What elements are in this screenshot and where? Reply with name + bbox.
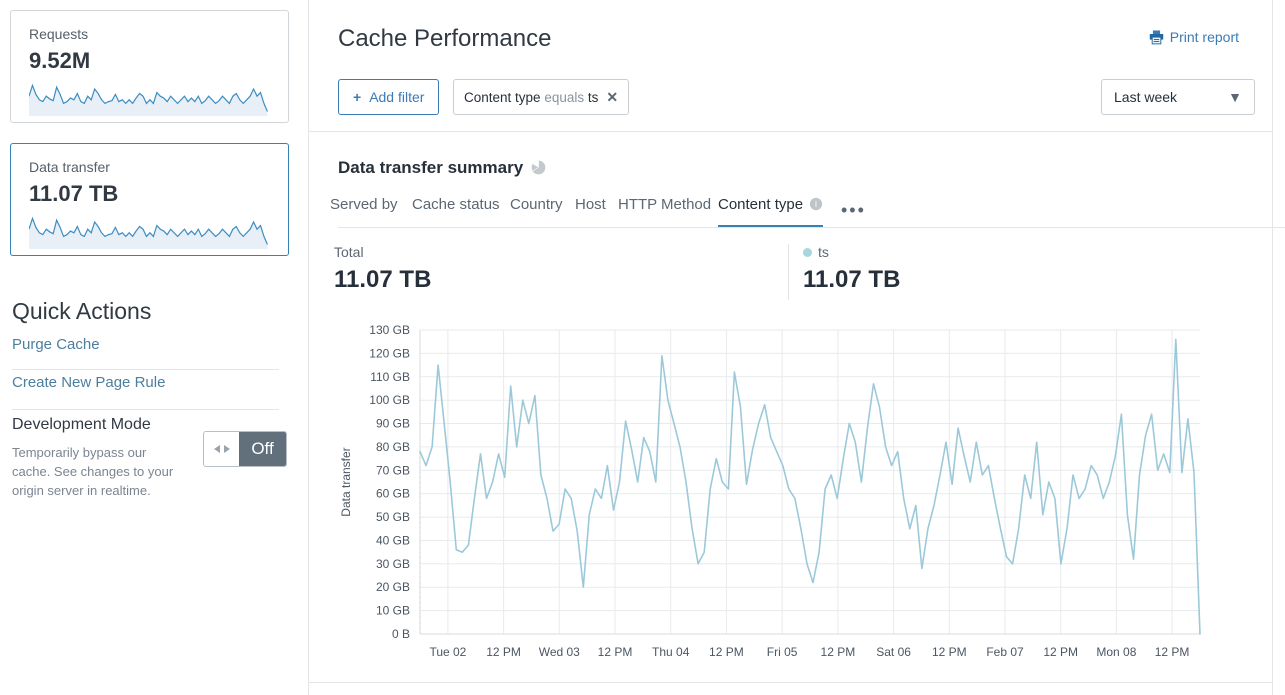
svg-text:120 GB: 120 GB — [369, 346, 410, 360]
svg-text:12 PM: 12 PM — [821, 645, 856, 658]
svg-text:100 GB: 100 GB — [369, 393, 410, 407]
svg-text:12 PM: 12 PM — [709, 645, 744, 658]
svg-text:Feb 07: Feb 07 — [986, 645, 1024, 658]
svg-text:12 PM: 12 PM — [486, 645, 521, 658]
svg-text:130 GB: 130 GB — [369, 323, 410, 337]
svg-text:Fri 05: Fri 05 — [767, 645, 798, 658]
svg-text:i: i — [815, 199, 817, 209]
svg-text:70 GB: 70 GB — [376, 463, 410, 477]
svg-text:110 GB: 110 GB — [370, 370, 410, 384]
svg-text:0 B: 0 B — [392, 627, 410, 641]
svg-text:60 GB: 60 GB — [376, 487, 410, 501]
svg-text:Mon 08: Mon 08 — [1096, 645, 1136, 658]
svg-text:80 GB: 80 GB — [376, 440, 410, 454]
svg-text:Thu 04: Thu 04 — [652, 645, 690, 658]
svg-text:Tue 02: Tue 02 — [429, 645, 466, 658]
svg-text:20 GB: 20 GB — [376, 580, 410, 594]
svg-text:10 GB: 10 GB — [376, 604, 410, 618]
svg-text:Sat 06: Sat 06 — [876, 645, 911, 658]
svg-text:30 GB: 30 GB — [376, 557, 410, 571]
svg-text:12 PM: 12 PM — [932, 645, 967, 658]
svg-text:12 PM: 12 PM — [598, 645, 633, 658]
svg-text:40 GB: 40 GB — [376, 534, 410, 548]
svg-text:Data transfer: Data transfer — [339, 447, 353, 516]
svg-text:12 PM: 12 PM — [1155, 645, 1190, 658]
svg-text:90 GB: 90 GB — [376, 417, 410, 431]
svg-text:50 GB: 50 GB — [376, 510, 410, 524]
svg-text:Wed 03: Wed 03 — [539, 645, 580, 658]
svg-text:12 PM: 12 PM — [1043, 645, 1078, 658]
